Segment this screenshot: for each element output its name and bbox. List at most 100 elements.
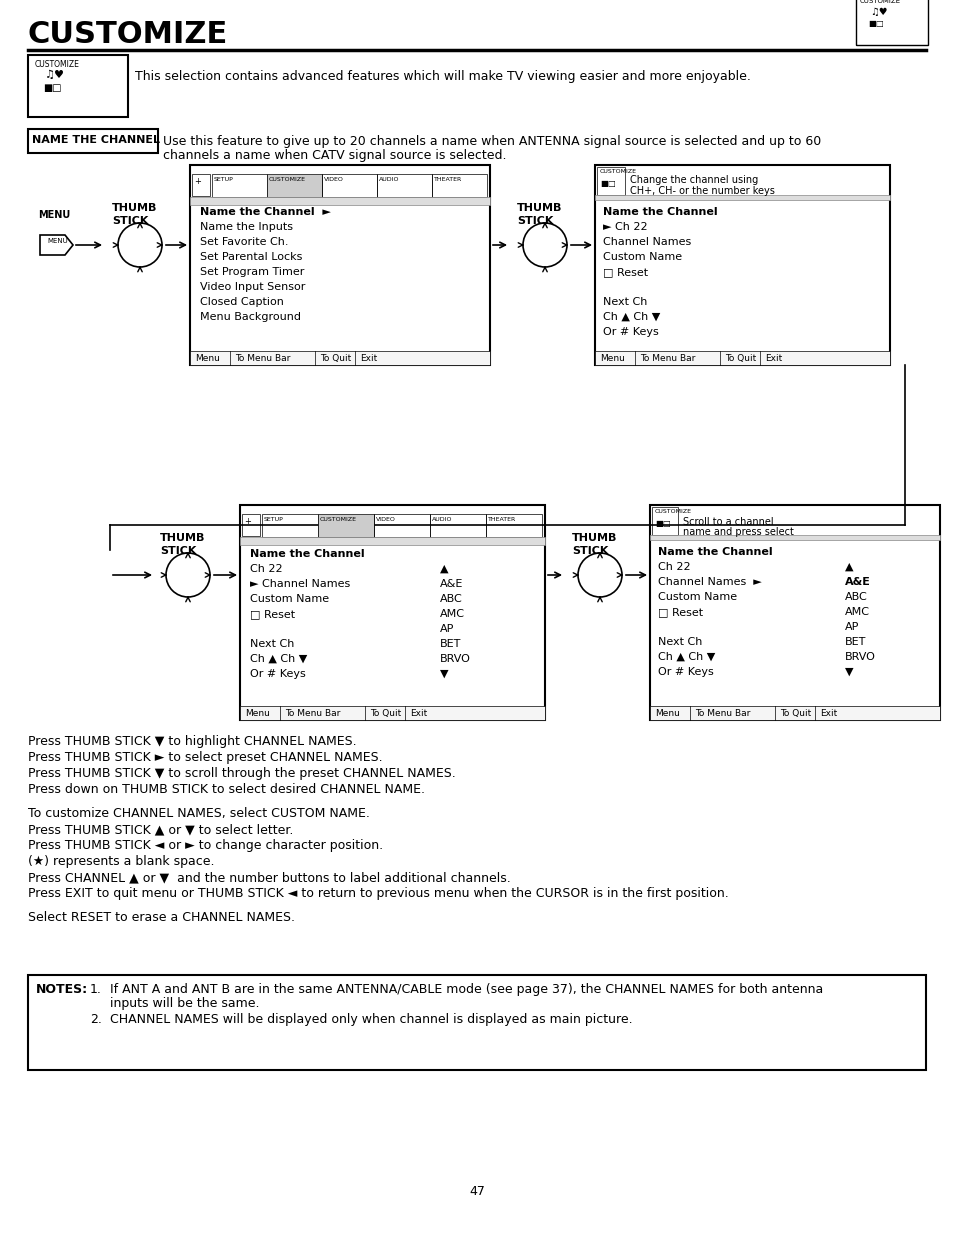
Text: THEATER: THEATER — [488, 517, 516, 522]
Text: THUMB: THUMB — [160, 534, 205, 543]
Text: Menu: Menu — [599, 354, 624, 363]
Bar — [649, 505, 939, 720]
Text: Select RESET to erase a CHANNEL NAMES.: Select RESET to erase a CHANNEL NAMES. — [28, 911, 294, 924]
Text: ■□: ■□ — [43, 83, 61, 93]
Text: Next Ch: Next Ch — [658, 637, 701, 647]
Bar — [192, 174, 210, 196]
Bar — [240, 537, 544, 545]
Text: AP: AP — [439, 624, 454, 634]
Text: Video Input Sensor: Video Input Sensor — [200, 282, 305, 291]
Bar — [262, 514, 317, 537]
Text: Press THUMB STICK ▼ to scroll through the preset CHANNEL NAMES.: Press THUMB STICK ▼ to scroll through th… — [28, 767, 456, 781]
Text: Menu: Menu — [655, 709, 679, 718]
Text: To Menu Bar: To Menu Bar — [285, 709, 340, 718]
Text: Ch 22: Ch 22 — [250, 564, 282, 574]
Text: ▲: ▲ — [439, 564, 448, 574]
Text: CUSTOMIZE: CUSTOMIZE — [859, 0, 901, 4]
Text: THUMB: THUMB — [572, 534, 617, 543]
Bar — [28, 56, 128, 117]
Text: VIDEO: VIDEO — [375, 517, 395, 522]
Text: NAME THE CHANNEL: NAME THE CHANNEL — [32, 135, 160, 144]
Text: ♫♥: ♫♥ — [869, 7, 886, 17]
Text: Menu: Menu — [245, 709, 270, 718]
Bar — [595, 351, 889, 366]
Bar — [190, 351, 490, 366]
Text: THUMB: THUMB — [517, 203, 561, 212]
Text: Or # Keys: Or # Keys — [658, 667, 713, 677]
Text: A&E: A&E — [844, 577, 870, 587]
Bar — [595, 195, 889, 200]
Bar — [212, 174, 267, 198]
Bar — [322, 174, 376, 198]
Text: Ch 22: Ch 22 — [658, 562, 690, 572]
Bar — [267, 174, 322, 198]
Text: MENU: MENU — [47, 238, 68, 245]
Text: Ch ▲ Ch ▼: Ch ▲ Ch ▼ — [250, 655, 307, 664]
Text: □ Reset: □ Reset — [602, 267, 647, 277]
Text: Channel Names: Channel Names — [602, 237, 691, 247]
Text: Name the Channel: Name the Channel — [658, 547, 772, 557]
Text: AMC: AMC — [844, 606, 869, 618]
Text: Menu: Menu — [194, 354, 219, 363]
Text: Set Favorite Ch.: Set Favorite Ch. — [200, 237, 288, 247]
Text: ■□: ■□ — [599, 179, 615, 188]
Text: VIDEO: VIDEO — [324, 177, 343, 182]
Bar — [649, 706, 939, 720]
Text: SETUP: SETUP — [213, 177, 233, 182]
Text: Next Ch: Next Ch — [602, 296, 647, 308]
Text: Use this feature to give up to 20 channels a name when ANTENNA signal source is : Use this feature to give up to 20 channe… — [163, 135, 821, 148]
Text: ► Ch 22: ► Ch 22 — [602, 222, 647, 232]
Text: CUSTOMIZE: CUSTOMIZE — [35, 61, 80, 69]
Text: Press EXIT to quit menu or THUMB STICK ◄ to return to previous menu when the CUR: Press EXIT to quit menu or THUMB STICK ◄… — [28, 887, 728, 900]
Bar — [190, 165, 490, 366]
Text: ■□: ■□ — [867, 19, 882, 28]
Text: Change the channel using: Change the channel using — [629, 175, 758, 185]
Text: STICK: STICK — [112, 216, 149, 226]
Text: Or # Keys: Or # Keys — [250, 669, 305, 679]
Text: BET: BET — [439, 638, 461, 650]
Text: Press CHANNEL ▲ or ▼  and the number buttons to label additional channels.: Press CHANNEL ▲ or ▼ and the number butt… — [28, 871, 510, 884]
Text: Press THUMB STICK ◄ or ► to change character position.: Press THUMB STICK ◄ or ► to change chara… — [28, 839, 383, 852]
Bar — [597, 167, 624, 195]
Text: THEATER: THEATER — [434, 177, 462, 182]
Text: +: + — [193, 177, 201, 186]
Text: □ Reset: □ Reset — [250, 609, 294, 619]
Text: MENU: MENU — [38, 210, 71, 220]
Text: Menu Background: Menu Background — [200, 312, 301, 322]
Text: □ Reset: □ Reset — [658, 606, 702, 618]
Text: To Quit: To Quit — [724, 354, 756, 363]
Bar — [432, 174, 486, 198]
Text: ► Channel Names: ► Channel Names — [250, 579, 350, 589]
Text: To Quit: To Quit — [319, 354, 351, 363]
Text: To Menu Bar: To Menu Bar — [695, 709, 750, 718]
Text: BET: BET — [844, 637, 865, 647]
Bar — [317, 514, 374, 537]
Text: Press down on THUMB STICK to select desired CHANNEL NAME.: Press down on THUMB STICK to select desi… — [28, 783, 424, 797]
Bar — [28, 974, 925, 1070]
Text: THUMB: THUMB — [112, 203, 157, 212]
Bar — [28, 128, 158, 153]
Text: ABC: ABC — [439, 594, 462, 604]
Text: AUDIO: AUDIO — [432, 517, 452, 522]
Text: Ch ▲ Ch ▼: Ch ▲ Ch ▼ — [602, 312, 659, 322]
Text: BRVO: BRVO — [439, 655, 471, 664]
Text: 47: 47 — [469, 1186, 484, 1198]
Text: Exit: Exit — [764, 354, 781, 363]
Text: Press THUMB STICK ▼ to highlight CHANNEL NAMES.: Press THUMB STICK ▼ to highlight CHANNEL… — [28, 735, 356, 748]
Text: (★) represents a blank space.: (★) represents a blank space. — [28, 855, 214, 868]
Text: Press THUMB STICK ► to select preset CHANNEL NAMES.: Press THUMB STICK ► to select preset CHA… — [28, 751, 382, 764]
Text: ▼: ▼ — [844, 667, 853, 677]
Text: BRVO: BRVO — [844, 652, 875, 662]
Text: Closed Caption: Closed Caption — [200, 296, 284, 308]
Bar — [430, 514, 485, 537]
Bar — [485, 514, 541, 537]
Text: name and press select: name and press select — [682, 527, 793, 537]
Text: Custom Name: Custom Name — [250, 594, 329, 604]
Text: 1.: 1. — [90, 983, 102, 995]
Text: To Menu Bar: To Menu Bar — [639, 354, 695, 363]
Text: Set Program Timer: Set Program Timer — [200, 267, 304, 277]
Text: ■□: ■□ — [655, 519, 670, 529]
Text: +: + — [244, 517, 251, 526]
Text: ▲: ▲ — [844, 562, 853, 572]
Bar — [240, 706, 544, 720]
